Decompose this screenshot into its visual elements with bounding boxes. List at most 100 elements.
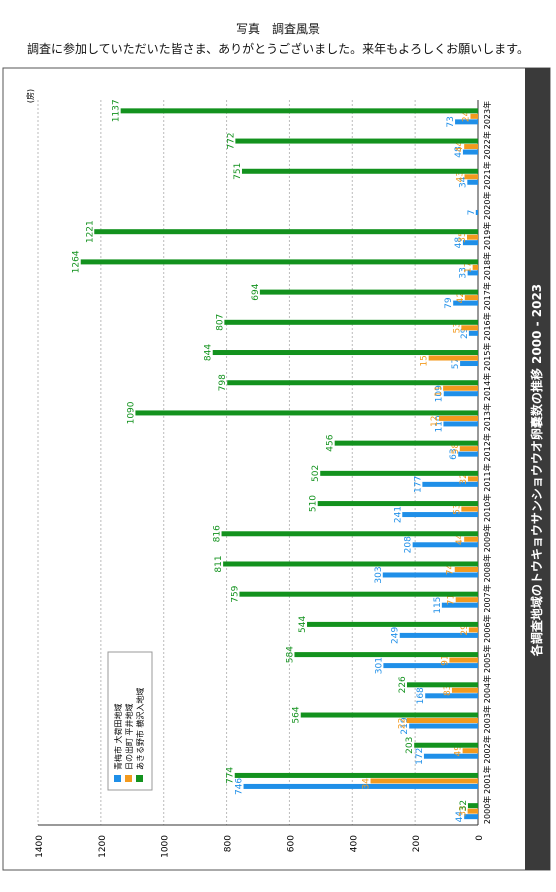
bar — [475, 209, 478, 215]
bar — [467, 179, 478, 185]
bar — [441, 602, 478, 608]
bar — [455, 119, 478, 125]
data-label: 544 — [298, 616, 308, 633]
x-tick-label: 800 — [224, 835, 234, 852]
bar — [414, 742, 478, 748]
data-label: 58 — [451, 443, 461, 455]
data-label: 219 — [400, 717, 410, 734]
legend-box — [107, 651, 153, 791]
data-label: 241 — [393, 506, 403, 523]
category-label: 2014年 — [482, 373, 492, 401]
bar — [453, 300, 478, 306]
bar — [135, 410, 478, 416]
bar — [334, 440, 478, 446]
category-label: 2020年 — [482, 192, 492, 220]
category-label: 2023年 — [482, 101, 492, 129]
data-label: 63 — [449, 448, 459, 459]
data-label: 44 — [455, 533, 465, 545]
bar — [460, 361, 478, 367]
data-label: 48 — [454, 146, 464, 158]
bar — [243, 783, 478, 789]
data-label: 42 — [456, 292, 466, 303]
bar — [467, 808, 478, 814]
category-label: 2019年 — [482, 222, 492, 250]
bar — [221, 531, 479, 537]
bar — [428, 355, 478, 361]
x-tick-label: 200 — [412, 835, 422, 852]
x-tick-label: 0 — [475, 835, 485, 841]
bar — [462, 149, 478, 155]
category-label: 2010年 — [482, 494, 492, 522]
data-label: 1221 — [85, 220, 95, 243]
page-title: 写真 調査風景 — [235, 22, 320, 36]
data-label: 32 — [459, 800, 469, 811]
data-label: 34 — [458, 176, 468, 188]
data-label: 811 — [214, 555, 224, 572]
category-label: 2012年 — [482, 433, 492, 461]
bar — [459, 446, 478, 452]
data-label: 109 — [435, 385, 445, 402]
bar — [120, 108, 479, 114]
data-label: 807 — [215, 314, 225, 331]
category-label: 2017年 — [482, 282, 492, 310]
data-label: 49 — [454, 745, 464, 757]
bar — [409, 723, 478, 729]
data-label: 124 — [430, 410, 440, 427]
category-label: 2003年 — [482, 705, 492, 733]
category-label: 2022年 — [482, 131, 492, 159]
bar — [464, 174, 478, 180]
bar — [259, 289, 478, 295]
data-label: 772 — [226, 132, 236, 149]
bar — [454, 566, 478, 572]
bar — [468, 627, 478, 633]
data-label: 342 — [362, 772, 372, 789]
bar — [94, 229, 478, 235]
bar — [461, 325, 478, 331]
data-label: 177 — [413, 476, 423, 493]
bar — [422, 481, 478, 487]
bar — [443, 385, 478, 391]
bar — [443, 421, 478, 427]
data-label: 816 — [213, 525, 223, 542]
category-label: 2016年 — [482, 312, 492, 340]
axis-unit: (房) — [25, 89, 35, 103]
data-label: 53 — [452, 503, 462, 514]
legend-swatch — [125, 775, 132, 782]
data-label: 759 — [230, 585, 240, 602]
bar — [423, 753, 478, 759]
bar — [464, 536, 478, 542]
data-label: 79 — [444, 297, 454, 309]
bar — [439, 415, 478, 421]
legend-label: 青梅市 大荷田地域 — [113, 703, 123, 770]
category-label: 2015年 — [482, 343, 492, 371]
bar — [472, 264, 478, 270]
category-label: 2006年 — [482, 614, 492, 642]
x-tick-label: 600 — [286, 835, 296, 852]
bar — [464, 144, 478, 150]
data-label: 32 — [459, 473, 469, 484]
category-label: 2011年 — [482, 463, 492, 491]
data-label: 111 — [434, 380, 444, 397]
bar — [443, 391, 478, 397]
data-label: 249 — [391, 627, 401, 644]
bar — [464, 295, 478, 301]
bar — [461, 506, 478, 512]
bar — [425, 693, 478, 699]
data-label: 584 — [285, 646, 295, 663]
bar — [227, 380, 478, 386]
category-label: 2018年 — [482, 252, 492, 280]
data-label: 115 — [433, 597, 443, 614]
bar — [241, 168, 478, 174]
bar — [234, 772, 478, 778]
bar — [412, 542, 478, 548]
data-label: 29 — [460, 624, 470, 636]
bar — [320, 470, 478, 476]
bar — [223, 561, 478, 567]
data-label: 226 — [398, 676, 408, 693]
category-label: 2000年 — [482, 796, 492, 824]
bar — [406, 718, 478, 724]
bar — [451, 687, 478, 693]
bar — [212, 350, 478, 356]
data-label: 203 — [405, 737, 415, 754]
category-label: 2005年 — [482, 645, 492, 673]
